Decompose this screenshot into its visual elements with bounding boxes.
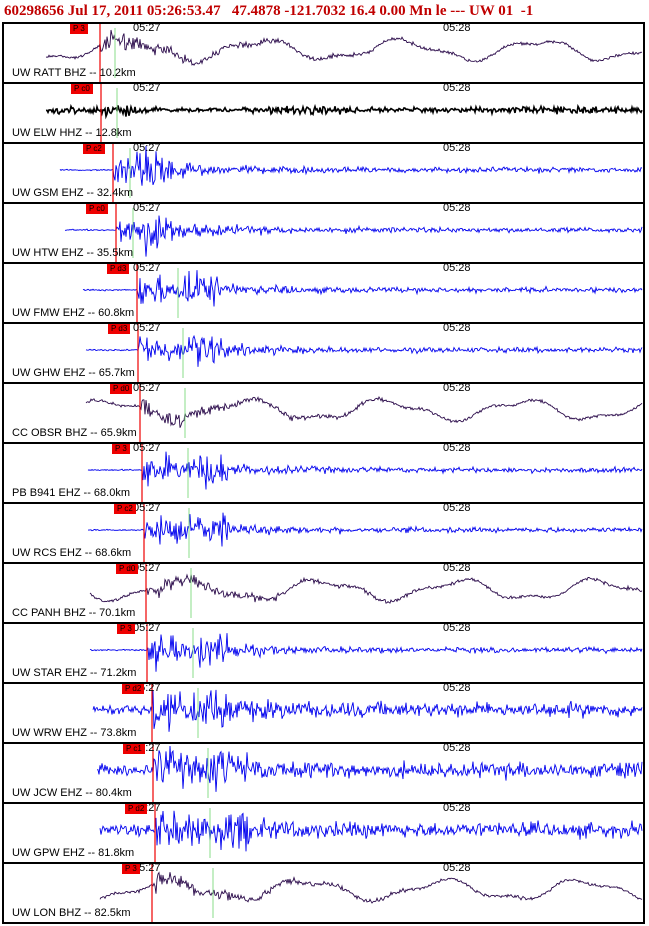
waveform-trace xyxy=(45,29,643,66)
time-tick-label: 05:27 xyxy=(133,622,161,634)
station-label: UW HTW EHZ -- 35.5km xyxy=(12,247,133,259)
phase-pick-flag: P d2 xyxy=(125,804,148,814)
trace-panel xyxy=(2,802,645,862)
time-tick-label: 05:28 xyxy=(443,682,471,694)
phase-pick-flag: P 3 xyxy=(70,24,88,34)
waveform-trace xyxy=(85,395,643,428)
waveform-trace xyxy=(88,512,643,547)
phase-pick-flag: P d3 xyxy=(108,324,131,334)
trace-panel xyxy=(2,562,645,622)
event-header: 60298656 Jul 17, 2011 05:26:53.47 47.487… xyxy=(4,3,534,19)
station-label: UW FMW EHZ -- 60.8km xyxy=(12,307,135,319)
time-tick-label: 05:28 xyxy=(443,382,471,394)
time-tick-label: 05:27 xyxy=(133,442,161,454)
waveform-trace xyxy=(92,689,643,732)
time-tick-label: 05:27 xyxy=(133,862,161,874)
time-tick-label: 05:28 xyxy=(443,802,471,814)
phase-pick-flag: P d0 xyxy=(110,384,133,394)
station-label: UW WRW EHZ -- 73.8km xyxy=(12,727,137,739)
phase-pick-flag: P c0 xyxy=(86,204,108,214)
waveform-trace xyxy=(82,270,643,307)
time-tick-label: 05:28 xyxy=(443,82,471,94)
time-tick-label: 05:28 xyxy=(443,622,471,634)
trace-panel xyxy=(2,382,645,442)
time-tick-label: 05:27 xyxy=(133,382,161,394)
station-label: UW RCS EHZ -- 68.6km xyxy=(12,547,132,559)
station-label: UW ELW HHZ -- 12.8km xyxy=(12,127,132,139)
phase-pick-flag: P d3 xyxy=(107,264,130,274)
phase-pick-flag: P d0 xyxy=(116,564,139,574)
station-label: UW STAR EHZ -- 71.2km xyxy=(12,667,137,679)
waveform-trace xyxy=(89,573,643,604)
seismogram-panels: 05:27 05:28 UW RATT BHZ -- 10.2km P 3 05:27 0… xyxy=(0,22,649,926)
phase-pick-flag: P 3 xyxy=(122,864,140,874)
station-label: UW GPW EHZ -- 81.8km xyxy=(12,847,135,859)
station-label: UW GHW EHZ -- 65.7km xyxy=(12,367,135,379)
station-label: UW GSM EHZ -- 32.4km xyxy=(12,187,134,199)
time-tick-label: 05:27 xyxy=(133,262,161,274)
trace-panel xyxy=(2,862,645,924)
phase-pick-flag: P 3 xyxy=(117,624,135,634)
time-tick-label: 05:28 xyxy=(443,262,471,274)
time-tick-label: 05:27 xyxy=(133,142,161,154)
waveform-trace xyxy=(59,145,643,186)
waveform-trace xyxy=(64,215,643,257)
time-tick-label: 05:28 xyxy=(443,142,471,154)
station-label: CC PANH BHZ -- 70.1km xyxy=(12,607,136,619)
time-tick-label: 05:28 xyxy=(443,442,471,454)
waveform-trace xyxy=(99,871,643,904)
trace-panel xyxy=(2,442,645,502)
waveform-trace xyxy=(45,103,643,120)
phase-pick-flag: P 3 xyxy=(112,444,130,454)
waveform-trace xyxy=(85,334,643,367)
seismogram-svg xyxy=(45,24,643,922)
trace-panel xyxy=(2,22,645,82)
time-tick-label: 05:28 xyxy=(443,862,471,874)
time-tick-label: 05:27 xyxy=(133,562,161,574)
time-tick-label: 05:28 xyxy=(443,202,471,214)
station-label: UW LON BHZ -- 82.5km xyxy=(12,907,131,919)
waveform-trace xyxy=(99,810,643,852)
time-tick-label: 05:27 xyxy=(133,82,161,94)
time-tick-label: 05:27 xyxy=(133,202,161,214)
trace-panel xyxy=(2,202,645,262)
time-tick-label: 05:27 xyxy=(133,22,161,34)
phase-pick-flag: P c2 xyxy=(83,144,105,154)
station-label: UW JCW EHZ -- 80.4km xyxy=(12,787,132,799)
phase-pick-flag: P c0 xyxy=(71,84,93,94)
time-tick-label: 05:28 xyxy=(443,22,471,34)
phase-pick-flag: P c2 xyxy=(114,504,136,514)
station-label: UW RATT BHZ -- 10.2km xyxy=(12,67,136,79)
time-tick-label: 05:28 xyxy=(443,742,471,754)
trace-panel xyxy=(2,502,645,562)
waveform-trace xyxy=(96,745,643,792)
time-tick-label: 05:28 xyxy=(443,322,471,334)
phase-pick-flag: P c1 xyxy=(123,744,145,754)
waveform-trace xyxy=(87,451,643,490)
time-tick-label: 05:28 xyxy=(443,562,471,574)
trace-panel xyxy=(2,622,645,682)
waveform-trace xyxy=(89,633,643,672)
station-label: CC OBSR BHZ -- 65.9km xyxy=(12,427,137,439)
time-tick-label: 05:27 xyxy=(133,502,161,514)
station-label: PB B941 EHZ -- 68.0km xyxy=(12,487,130,499)
time-tick-label: 05:27 xyxy=(133,322,161,334)
phase-pick-flag: P d2 xyxy=(122,684,145,694)
time-tick-label: 05:28 xyxy=(443,502,471,514)
